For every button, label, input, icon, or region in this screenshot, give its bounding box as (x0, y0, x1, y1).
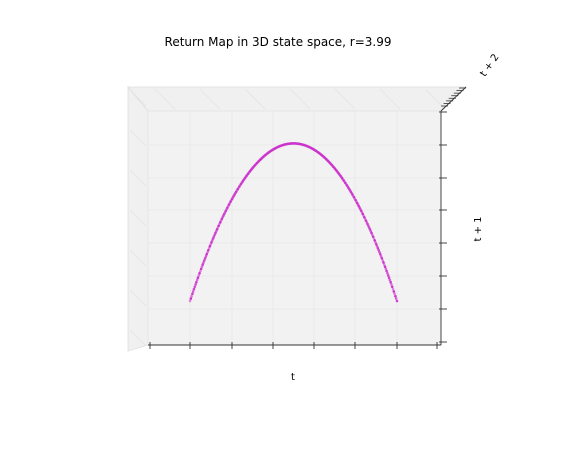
top-grid-2 (244, 88, 266, 110)
data-point (386, 274, 390, 277)
side-grid-0 (129, 89, 147, 107)
data-point (375, 244, 379, 248)
top-grid-4 (334, 88, 356, 110)
data-point (393, 292, 396, 296)
data-point (390, 285, 394, 289)
axis-panes (127, 85, 467, 352)
side-grid-6 (129, 329, 147, 347)
side-grid-2 (129, 169, 147, 187)
data-point (394, 294, 397, 298)
data-point (207, 248, 210, 252)
back-pane (147, 110, 442, 346)
top-grid-5 (379, 88, 401, 110)
top-grid-3 (289, 88, 311, 110)
y-axis-label: t + 1 (473, 216, 484, 241)
data-point (208, 244, 212, 248)
side-grid-3 (129, 209, 147, 227)
data-point (392, 290, 396, 293)
top-pane (127, 86, 467, 112)
top-grid-0 (154, 88, 176, 110)
data-point (380, 257, 384, 260)
data-point (197, 274, 201, 277)
data-point (375, 242, 378, 246)
data-point (384, 267, 388, 271)
data-point (383, 265, 387, 269)
data-point (378, 252, 382, 256)
z-axis-line (440, 86, 467, 112)
data-point (192, 287, 196, 291)
data-point (201, 263, 205, 266)
data-point (200, 265, 204, 269)
data-point (382, 261, 385, 264)
data-point (386, 271, 389, 275)
data-point (377, 248, 380, 252)
z-axis-label: t + 2 (478, 52, 501, 79)
axis-lines (148, 86, 467, 346)
data-point (195, 278, 199, 282)
data-point (387, 276, 391, 279)
side-grid-5 (129, 289, 147, 307)
data-point (382, 263, 386, 266)
data-point (390, 283, 393, 286)
side-grid-4 (129, 249, 147, 267)
data-point (199, 267, 203, 271)
left-pane (127, 85, 149, 352)
data-point (394, 297, 398, 300)
top-grid-1 (199, 88, 221, 110)
data-point (195, 280, 198, 284)
data-point (388, 278, 392, 282)
data-point (378, 250, 381, 254)
data-point (203, 257, 207, 260)
data-point (207, 246, 211, 250)
data-point (206, 250, 209, 254)
data-point (391, 287, 395, 291)
data-point (389, 280, 392, 284)
data-point (203, 259, 206, 262)
axis-ticks (149, 87, 466, 349)
data-point (381, 259, 384, 262)
data-point (196, 276, 200, 279)
chart-title: Return Map in 3D state space, r=3.99 (165, 35, 392, 49)
data-point (204, 254, 208, 258)
data-point (385, 269, 388, 273)
data-point (191, 290, 195, 293)
data-point (194, 283, 197, 286)
data-point (190, 294, 193, 298)
data-points (188, 142, 399, 303)
data-point (202, 261, 205, 264)
data-point (191, 292, 194, 296)
x-axis-label: t (291, 372, 295, 383)
data-point (189, 297, 193, 300)
side-grid-1 (129, 129, 147, 147)
data-point (199, 269, 202, 273)
data-point (188, 299, 192, 303)
data-point (379, 254, 383, 258)
grid-lines (129, 88, 446, 347)
data-point (193, 285, 197, 289)
data-point (395, 299, 399, 303)
data-point (198, 271, 201, 275)
data-point (205, 252, 209, 256)
data-point (376, 246, 380, 250)
